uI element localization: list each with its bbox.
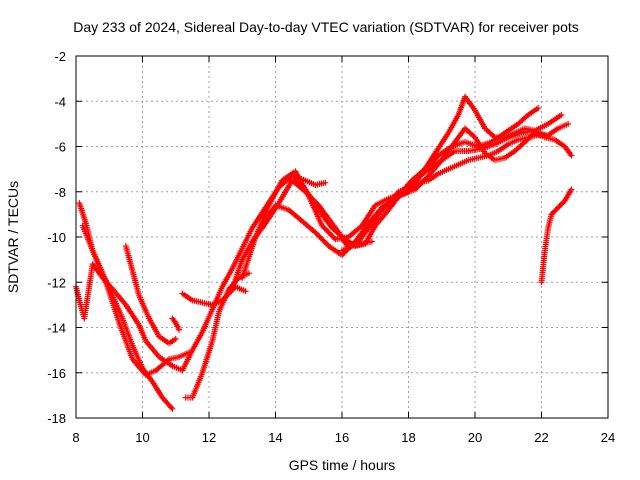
- y-tick-label: -2: [54, 49, 66, 64]
- x-tick-label: 16: [335, 430, 349, 445]
- y-tick-label: -10: [47, 230, 66, 245]
- series-track-12: [339, 238, 375, 254]
- chart-title: Day 233 of 2024, Sidereal Day-to-day VTE…: [73, 19, 579, 35]
- series-markers-track-13: [388, 105, 542, 209]
- series-markers-track-14: [538, 186, 575, 286]
- grid: [76, 56, 608, 418]
- plot-frame: [75, 55, 609, 419]
- series-markers-track-10: [259, 93, 548, 259]
- series-markers-track-3: [79, 222, 193, 379]
- x-tick-label: 14: [268, 430, 282, 445]
- series-track-5: [169, 315, 183, 333]
- x-tick-label: 10: [135, 430, 149, 445]
- series-markers-track-7: [179, 283, 249, 308]
- y-tick-label: -14: [47, 321, 66, 336]
- x-tick-label: 24: [601, 430, 615, 445]
- x-axis-title: GPS time / hours: [289, 457, 396, 473]
- series-track-3: [79, 222, 193, 379]
- y-tick-label: -6: [54, 140, 66, 155]
- series-markers-track-1: [73, 172, 329, 374]
- y-tick-label: -8: [54, 185, 66, 200]
- x-tick-label: 18: [401, 430, 415, 445]
- series-track-9: [239, 125, 575, 281]
- y-axis-title: SDTVAR / TECUs: [5, 181, 21, 293]
- series-track-10: [259, 93, 548, 259]
- series-markers-track-5: [169, 315, 183, 333]
- x-tick-label: 8: [72, 430, 79, 445]
- series-markers-track-12: [339, 238, 375, 254]
- x-tick-label: 12: [202, 430, 216, 445]
- series-track-7: [179, 283, 249, 308]
- x-tick-label: 20: [468, 430, 482, 445]
- data-series: [73, 93, 575, 412]
- axes: 8 10 12 14 16 18 20 22 24 -2 -4 -6 -8 -10 -12 -14 -16 -18: [47, 49, 615, 445]
- y-tick-label: -12: [47, 275, 66, 290]
- series-track-4: [122, 243, 179, 347]
- series-track-1: [73, 172, 329, 374]
- y-tick-label: -4: [54, 94, 66, 109]
- series-track-13: [388, 105, 542, 209]
- series-markers-track-4: [122, 243, 179, 347]
- x-tick-label: 22: [534, 430, 548, 445]
- y-tick-label: -18: [47, 411, 66, 426]
- series-markers-track-9: [239, 125, 575, 281]
- series-track-14: [538, 186, 575, 286]
- y-tick-label: -16: [47, 366, 66, 381]
